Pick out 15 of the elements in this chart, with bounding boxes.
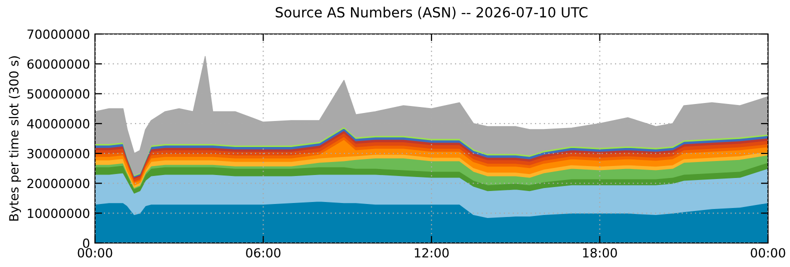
y-tick-label: 50000000 [27, 89, 90, 99]
x-tick-label: 18:00 [583, 248, 617, 258]
x-tick-label: 00:00 [78, 248, 112, 258]
y-tick-label: 70000000 [28, 29, 90, 39]
y-tick-label: 60000000 [27, 59, 90, 69]
y-tick-label: 0 [83, 238, 90, 248]
x-tick-label: 12:00 [414, 248, 449, 258]
y-tick-label: 10000000 [28, 208, 90, 218]
chart-title: Source AS Numbers (ASN) -- 2026-07-10 UTC [276, 6, 588, 20]
x-tick-label: 06:00 [246, 248, 280, 258]
y-axis-title: Bytes per time slot (300 s) [8, 56, 21, 221]
y-tick-label: 40000000 [27, 119, 90, 128]
y-tick-label: 20000000 [27, 178, 90, 188]
y-tick-label: 30000000 [27, 148, 90, 158]
x-tick-label: 00:00 [750, 248, 786, 258]
